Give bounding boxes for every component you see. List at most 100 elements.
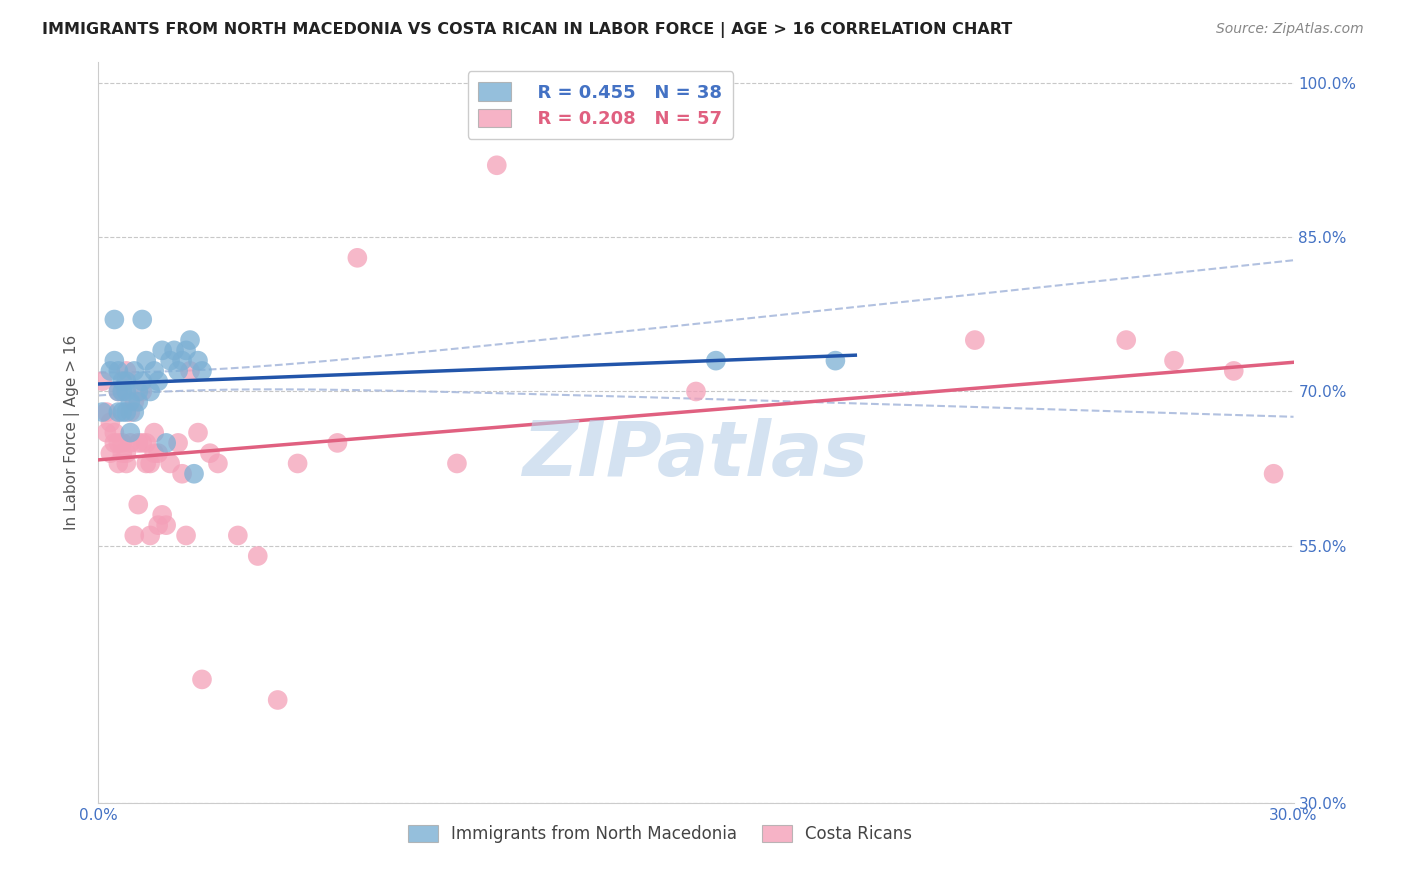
Point (824, 353, 846, 368)
Point (150, 343, 173, 358)
Point (143, 364, 166, 378)
Point (107, 384, 129, 399)
Point (172, 467, 194, 481)
Point (115, 446, 138, 460)
Legend: Immigrants from North Macedonia, Costa Ricans: Immigrants from North Macedonia, Costa R… (401, 819, 920, 850)
Point (120, 394, 142, 409)
Point (346, 251, 368, 265)
Point (111, 436, 134, 450)
Point (103, 312, 125, 326)
Text: ZIPatlas: ZIPatlas (523, 417, 869, 491)
Point (115, 457, 138, 471)
Point (131, 384, 153, 399)
Point (103, 425, 125, 440)
Text: Source: ZipAtlas.com: Source: ZipAtlas.com (1216, 22, 1364, 37)
Point (226, 528, 249, 542)
Point (98, 446, 122, 460)
Point (167, 436, 190, 450)
Point (115, 374, 138, 388)
Point (115, 405, 138, 419)
Point (191, 673, 214, 687)
Point (198, 446, 221, 460)
Point (287, 457, 309, 471)
Point (120, 425, 142, 440)
Point (127, 384, 149, 399)
Point (127, 394, 149, 409)
Point (91, 374, 114, 388)
Point (150, 508, 173, 522)
Point (139, 457, 162, 471)
Point (111, 446, 134, 460)
Point (107, 436, 129, 450)
Point (120, 405, 142, 419)
Point (174, 528, 197, 542)
Point (159, 353, 181, 368)
Point (179, 333, 201, 347)
Point (167, 364, 190, 378)
Point (148, 446, 170, 460)
Point (131, 312, 153, 326)
Point (179, 364, 201, 378)
Point (103, 436, 125, 450)
Point (98, 415, 122, 429)
Point (107, 405, 129, 419)
Point (124, 405, 146, 419)
Point (91, 405, 114, 419)
Point (111, 384, 134, 399)
Point (963, 333, 986, 347)
Point (135, 457, 157, 471)
Text: IMMIGRANTS FROM NORTH MACEDONIA VS COSTA RICAN IN LABOR FORCE | AGE > 16 CORRELA: IMMIGRANTS FROM NORTH MACEDONIA VS COSTA… (42, 22, 1012, 38)
Point (124, 364, 146, 378)
Point (1263, 467, 1285, 481)
Point (115, 384, 138, 399)
Point (107, 457, 129, 471)
Point (107, 364, 129, 378)
Point (111, 405, 134, 419)
Point (131, 436, 153, 450)
Point (124, 528, 146, 542)
Point (187, 353, 209, 368)
Point (98, 364, 122, 378)
Point (111, 384, 134, 399)
Point (163, 343, 186, 358)
Point (96, 425, 118, 440)
Point (485, 158, 508, 172)
Point (111, 374, 134, 388)
Point (191, 364, 214, 378)
Point (103, 353, 125, 368)
Point (148, 374, 170, 388)
Point (135, 436, 157, 450)
Point (107, 384, 129, 399)
Point (159, 457, 181, 471)
Point (187, 425, 209, 440)
Point (183, 467, 205, 481)
Point (96, 405, 118, 419)
Point (120, 436, 142, 450)
Point (207, 457, 229, 471)
Point (131, 374, 153, 388)
Point (148, 518, 170, 533)
Y-axis label: In Labor Force | Age > 16: In Labor Force | Age > 16 (63, 335, 80, 530)
Point (139, 384, 162, 399)
Point (139, 528, 162, 542)
Point (246, 549, 269, 563)
Point (124, 394, 146, 409)
Point (267, 693, 290, 707)
Point (135, 353, 157, 368)
Point (115, 364, 138, 378)
Point (155, 518, 177, 533)
Point (685, 384, 707, 399)
Point (446, 457, 468, 471)
Point (1223, 364, 1246, 378)
Point (1115, 333, 1137, 347)
Point (326, 436, 349, 450)
Point (155, 436, 177, 450)
Point (1163, 353, 1185, 368)
Point (172, 353, 194, 368)
Point (143, 446, 166, 460)
Point (127, 436, 149, 450)
Point (174, 343, 197, 358)
Point (127, 498, 149, 512)
Point (704, 353, 727, 368)
Point (143, 425, 166, 440)
